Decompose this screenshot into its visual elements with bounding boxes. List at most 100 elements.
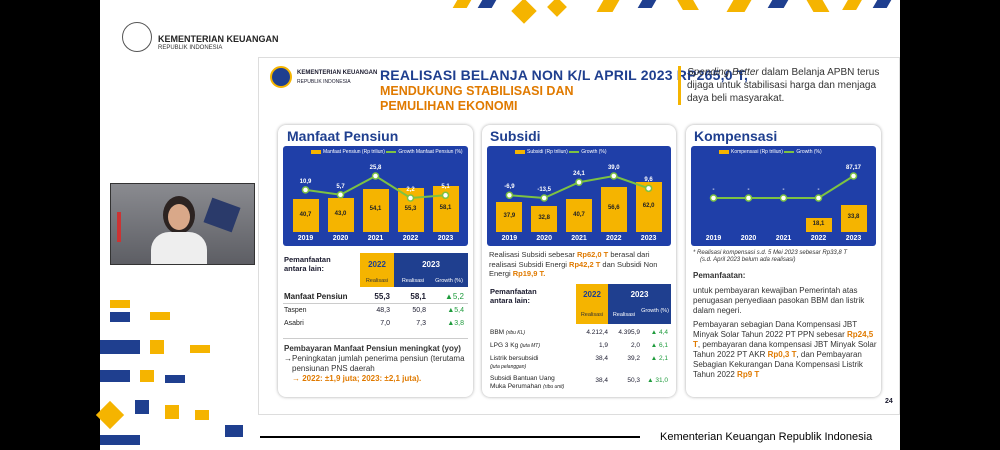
growth-value-label: 25,8 (369, 165, 382, 171)
legend-bar-entry: Subsidi (Rp triliun) (515, 149, 569, 155)
pensiun-year-2022: 2022 (368, 260, 386, 269)
bar-value-label: 56,6 (607, 205, 620, 212)
bar-value-label: 62,0 (642, 203, 655, 210)
table-cell-growth: ▲3,8 (447, 320, 464, 327)
subsidi-sub-realisasi-1: Realisasi (580, 312, 604, 318)
legend-line-entry: Growth (%) (569, 149, 607, 155)
spending-better-quote: Spending Better dalam Belanja APBN terus… (678, 66, 883, 105)
desc-text: Realisasi Subsidi sebesar (489, 250, 577, 259)
row-unit: (ribu KL) (505, 330, 526, 336)
desc-text: berasal dari realisasi Subsidi Energi (489, 250, 650, 269)
table-cell: 58,1 (410, 292, 426, 301)
table-cell-growth: ▲ 2,1 (650, 355, 668, 362)
year-tick-label: 2020 (332, 235, 349, 242)
growth-point (505, 191, 514, 199)
bar-value-label: 43,0 (334, 210, 347, 217)
growth-value-label: 39,0 (607, 165, 620, 171)
growth-point (301, 186, 310, 194)
bar-2019 (292, 199, 319, 232)
bar-value-label: 33,8 (847, 214, 860, 221)
year-tick-label: 2021 (367, 235, 384, 242)
growth-value-label: 87,17 (845, 165, 861, 171)
bar-value-label: 54,1 (369, 206, 382, 213)
growth-point (540, 194, 548, 202)
bar-value-label: 55,3 (404, 205, 417, 212)
kompensasi-chart: Kompensasi (Rp triliun) Growth (%) 2019 20… (691, 146, 876, 246)
payment-text: , pembayaran dana kompensasi JBT Minyak … (693, 340, 877, 359)
growth-point (814, 194, 823, 202)
org-subtitle: REPUBLIK INDONESIA (158, 45, 223, 51)
table-cell-growth: ▲5,2 (444, 292, 464, 301)
pensiun-sub-realisasi-1: Realisasi (365, 278, 389, 284)
year-tick-label: 2019 (705, 235, 722, 242)
row-label: Subsidi Bantuan Uang Muka Perumahan (490, 375, 555, 390)
table-cell: 38,4 (595, 355, 608, 362)
payment-amount: Rp0,3 T (767, 350, 797, 359)
row-unit: (ribu unit) (543, 384, 565, 390)
year-tick-label: 2023 (845, 235, 862, 242)
table-cell: 4.395,9 (618, 329, 640, 336)
slide-title: REALISASI BELANJA NON K/L APRIL 2023 RP2… (380, 67, 749, 83)
subsidi-year-2022: 2022 (583, 290, 601, 299)
pensiun-col-2023 (394, 253, 468, 287)
table-cell: 2,0 (630, 342, 640, 349)
table-cell: 1,9 (598, 342, 608, 349)
desc-amount: Rp42,2 T (569, 259, 601, 269)
ministry-logo (122, 22, 152, 52)
payment-amount: Rp24,5 T (693, 330, 874, 349)
payment-amount: Rp9 T (737, 370, 760, 379)
subsidi-year-2023: 2023 (630, 290, 649, 299)
growth-value-label: -13,5 (537, 187, 552, 193)
year-tick-label: 2023 (437, 235, 454, 242)
year-tick-label: 2022 (402, 235, 419, 242)
page-number: 24 (885, 398, 893, 405)
slide-subtitle: MENDUKUNG STABILISASI DAN PEMULIHAN EKON… (380, 84, 574, 113)
growth-point (406, 194, 415, 202)
left-letterbox (0, 0, 100, 450)
slide-org-name: KEMENTERIAN KEUANGAN (297, 70, 378, 76)
table-cell: 7,0 (380, 320, 390, 327)
org-name: KEMENTERIAN KEUANGAN (158, 34, 279, 44)
bar-2021 (566, 199, 592, 232)
table-cell: 50,3 (627, 377, 640, 384)
desc-text: dan Subsidi Non Energi (489, 259, 658, 279)
kompensasi-title: Kompensasi (694, 128, 778, 144)
bar-value-label: 40,7 (299, 211, 312, 218)
growth-value-label: 5,7 (336, 183, 345, 190)
subsidi-col-2023 (608, 284, 671, 324)
pensiun-year-2023: 2023 (422, 260, 440, 269)
table-cell-growth: ▲ 6,1 (650, 342, 668, 349)
table-cell: 55,3 (374, 292, 390, 301)
growth-value-label: - (747, 187, 750, 193)
presenter-video[interactable] (110, 183, 255, 265)
growth-value-label: 10,9 (299, 178, 312, 185)
subsidi-col-2022 (576, 284, 608, 324)
row-label: LPG 3 Kg (490, 342, 519, 349)
bar-2021 (362, 188, 389, 232)
table-cell: 4.212,4 (586, 329, 608, 336)
growth-point (441, 191, 450, 200)
pensiun-sub-realisasi-2: Realisasi (401, 278, 425, 284)
growth-value-label: 5,1 (441, 184, 450, 191)
bar-value-label: 58,1 (439, 204, 452, 211)
chart-legend: Kompensasi (Rp triliun) Growth (%) (719, 149, 874, 155)
payment-text: Pembayaran sebagian Dana Kompensasi JBT … (693, 320, 857, 339)
quote-emphasis: Spending Better (687, 67, 759, 78)
table-cell: 7,3 (416, 320, 426, 327)
table-row-name: Manfaat Pensiun (284, 292, 348, 301)
year-tick-label: 2019 (501, 235, 518, 242)
growth-value-label: 24,1 (573, 171, 585, 178)
growth-line-layer (301, 172, 450, 202)
growth-point (371, 172, 380, 180)
growth-point (610, 172, 618, 180)
growth-value-label: 2,2 (406, 187, 415, 193)
table-cell: 39,2 (627, 355, 640, 362)
bar-2023 (840, 204, 867, 232)
kompensasi-payments: Pembayaran sebagian Dana Kompensasi JBT … (693, 320, 877, 380)
footer-line (260, 436, 640, 438)
table-row-name: Listrik bersubsidi (juta pelanggan) (490, 355, 570, 371)
slide-org-subtitle: REPUBLIK INDONESIA (297, 79, 351, 85)
growth-value-label: - (817, 187, 820, 193)
table-cell: 50,8 (412, 307, 426, 314)
chart-legend: Subsidi (Rp triliun) Growth (%) (515, 149, 669, 155)
